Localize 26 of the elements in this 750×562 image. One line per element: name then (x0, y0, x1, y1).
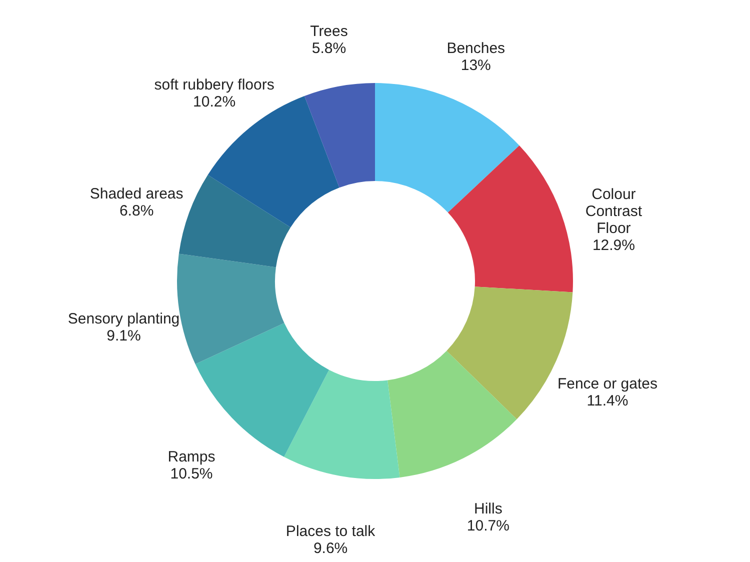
data-label: 10.2% (193, 93, 236, 110)
donut-slice (304, 83, 375, 188)
slice-label: Benches (446, 40, 506, 57)
data-label: 11.4% (586, 392, 628, 410)
donut-slice (388, 350, 517, 478)
slice-label: Sensory planting (68, 310, 180, 328)
donut-slice (177, 254, 284, 364)
data-label: 12.9% (592, 237, 635, 254)
data-label: 9.1% (106, 327, 141, 344)
donut-slice (448, 145, 573, 292)
slice-label: Trees (310, 23, 348, 40)
slice-label: Shaded areas (90, 185, 184, 202)
data-label: 10.7% (466, 517, 510, 534)
slice-label: Colour Contrast Floor (585, 186, 643, 238)
data-label: 6.8% (119, 202, 154, 220)
slice-label: Ramps (168, 448, 216, 466)
data-label: 5.8% (312, 40, 346, 58)
slice-label: Fence or gates (557, 375, 658, 392)
slice-label: Hills (474, 500, 502, 518)
slice-label: Places to talk (286, 523, 376, 540)
slice-label: soft rubbery floors (154, 76, 274, 94)
data-label: 10.5% (170, 466, 213, 483)
data-label: 9.6% (313, 540, 348, 558)
donut-slice (375, 83, 520, 213)
donut-slice (284, 370, 400, 479)
data-label: 13% (460, 56, 491, 74)
